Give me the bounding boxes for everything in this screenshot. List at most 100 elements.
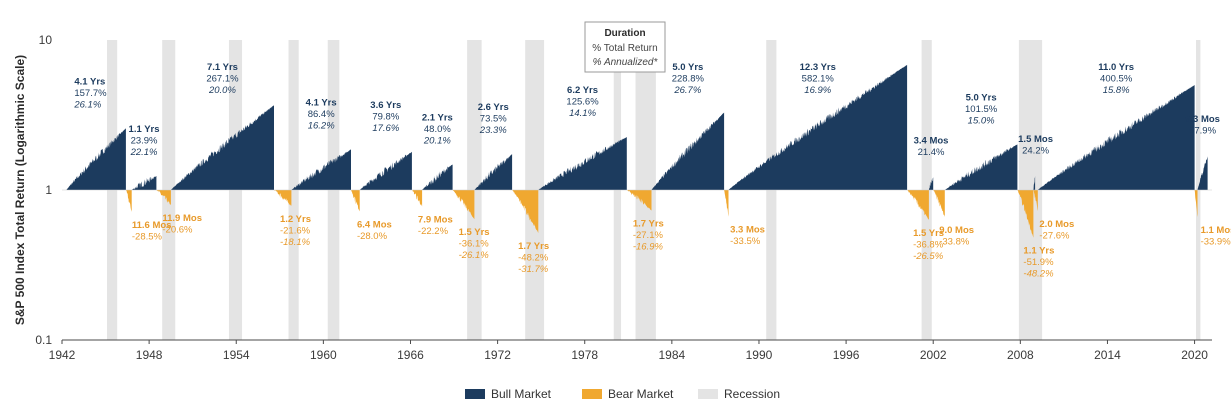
y-axis-label: S&P 500 Index Total Return (Logarithmic … <box>13 55 27 325</box>
bull-market-area <box>538 137 627 190</box>
x-tick-label: 1984 <box>658 348 685 362</box>
x-tick-label: 2020 <box>1181 348 1208 362</box>
annotation-line: 3.4 Mos <box>914 135 949 146</box>
bear-annotation: 1.5 Yrs-36.1%-26.1% <box>459 227 490 261</box>
annotation-line: 23.3% <box>479 125 507 136</box>
annotation-line: -18.1% <box>280 237 311 248</box>
annotation-line: -28.0% <box>357 231 388 242</box>
annotation-line: 15.8% <box>1103 85 1130 96</box>
annotation-line: -33.8% <box>939 236 970 247</box>
legend-item: Bull Market <box>465 387 552 401</box>
annotation-line: -48.2% <box>1023 269 1054 280</box>
legend-label: Bear Market <box>608 387 674 401</box>
annotation-line: 3.6 Yrs <box>370 100 401 111</box>
annotation-line: 4.1 Yrs <box>74 76 105 87</box>
legend-item: Recession <box>698 387 780 401</box>
annotation-line: 73.5% <box>480 114 507 125</box>
annotation-line: -51.9% <box>1023 257 1054 268</box>
duration-legend-box: Duration % Total Return % Annualized* <box>584 21 666 73</box>
annotation-line: 21.4% <box>918 147 945 158</box>
bear-annotation: 11.9 Mos-20.6% <box>162 213 202 236</box>
annotation-line: -33.9% <box>1201 236 1231 247</box>
annotation-line: 24.2% <box>1022 145 1049 156</box>
annotation-line: 1.1 Yrs <box>1023 246 1054 257</box>
legend: Bull Market Bear Market Recession <box>465 387 780 401</box>
x-tick-label: 1996 <box>833 348 860 362</box>
annotation-line: 17.6% <box>372 123 399 134</box>
annotation-line: -27.1% <box>633 230 664 241</box>
bull-market-area <box>1033 175 1036 190</box>
duration-box-frame <box>584 21 666 73</box>
bear-annotation: 6.4 Mos-28.0% <box>357 219 392 242</box>
bull-market-area <box>1037 85 1195 190</box>
annotation-line: 14.1% <box>569 108 596 119</box>
bear-annotation: 1.5 Yrs-36.8%-26.5% <box>913 228 944 262</box>
annotation-line: -26.5% <box>913 251 944 262</box>
annotation-line: 48.0% <box>424 124 451 135</box>
bull-market-area <box>928 177 934 190</box>
annotation-line: 1.7 Yrs <box>633 219 664 230</box>
legend-item: Bear Market <box>582 387 674 401</box>
annotation-line: 11.9 Mos <box>162 213 202 224</box>
bear-annotation: 3.3 Mos-33.5% <box>730 225 765 248</box>
annotation-line: 582.1% <box>802 74 835 85</box>
annotation-line: 1.5 Yrs <box>913 228 944 239</box>
annotation-line: -21.6% <box>280 225 311 236</box>
bear-annotation: 1.7 Yrs-27.1%-16.9% <box>633 219 664 253</box>
bear-annotation: 9.0 Mos-33.8% <box>939 225 974 248</box>
annotation-line: -20.6% <box>162 225 193 236</box>
duration-box-annualized: % Annualized* <box>593 57 659 68</box>
annotation-line: -33.5% <box>730 236 761 247</box>
bear-market-area <box>907 190 929 220</box>
annotation-line: 400.5% <box>1100 74 1133 85</box>
bear-market-area <box>351 190 360 212</box>
bear-market-area <box>1017 190 1034 238</box>
bear-market-area <box>1194 190 1198 217</box>
annotation-line: 5.0 Yrs <box>672 62 703 73</box>
bull-market-area <box>1197 156 1208 190</box>
x-axis: 1942 1948 1954 1960 1966 1972 1978 1984 1990 1996… <box>49 339 1212 362</box>
y-tick-label: 0.1 <box>35 333 52 347</box>
legend-label: Recession <box>724 387 780 401</box>
annotation-line: 3.3 Mos <box>730 225 765 236</box>
annotation-line: 1.1 Mos <box>1201 225 1231 236</box>
annotation-line: 267.1% <box>206 74 239 85</box>
y-tick-label: 1 <box>45 183 52 197</box>
annotation-line: 157.7% <box>74 88 107 99</box>
bear-market-area <box>512 190 539 233</box>
annotation-line: 7.9 Mos <box>418 214 453 225</box>
annotation-line: 20.0% <box>208 85 236 96</box>
bear-annotation: 1.2 Yrs-21.6%-18.1% <box>280 214 311 248</box>
bear-market-area <box>274 190 292 206</box>
annotation-line: -28.5% <box>132 231 163 242</box>
annotation-line: 1.7 Yrs <box>518 241 549 252</box>
bull-market-area <box>291 149 351 190</box>
annotation-line: 11.0 Yrs <box>1098 62 1134 73</box>
bull-market-area <box>944 144 1018 190</box>
annotation-line: 1.1 Yrs <box>129 124 160 135</box>
bear-market-area <box>933 190 945 217</box>
annotation-line: 2.0 Mos <box>1039 219 1074 230</box>
annotation-line: 5.0 Yrs <box>966 92 997 103</box>
annotation-line: -16.9% <box>633 242 664 253</box>
bull-market-area <box>170 105 274 190</box>
annotation-line: -26.1% <box>459 250 490 261</box>
annotation-line: 7.1 Yrs <box>207 62 238 73</box>
x-tick-label: 1942 <box>49 348 76 362</box>
annotation-line: 86.4% <box>308 109 335 120</box>
bear-market-area <box>125 190 132 212</box>
duration-box-title: Duration <box>604 28 645 39</box>
bull-market-area <box>66 128 126 190</box>
annotation-line: 12.3 Yrs <box>800 62 836 73</box>
